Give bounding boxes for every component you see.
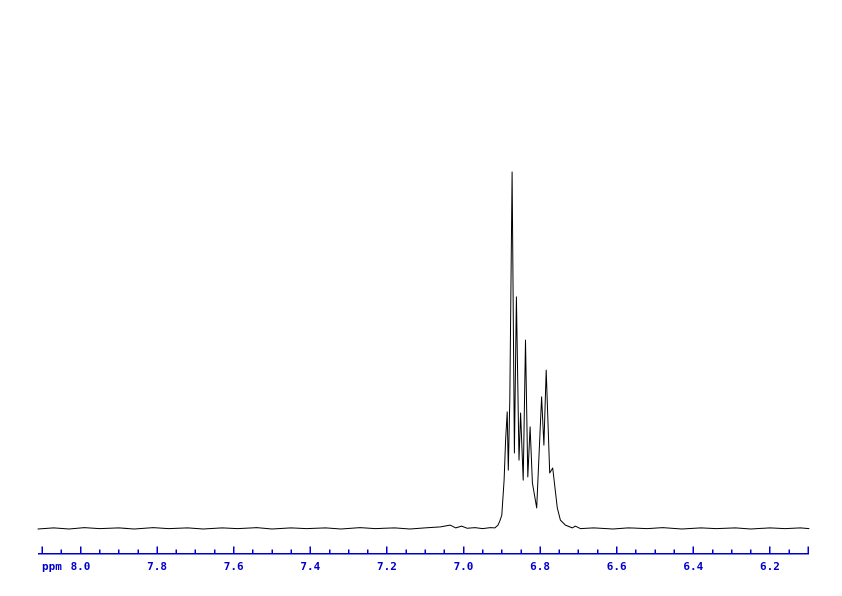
x-axis	[38, 546, 809, 555]
nmr-trace	[37, 171, 810, 530]
x-axis-ticks	[41, 546, 809, 554]
x-axis-labels: 8.0 7.8 7.6 7.4 7.2 7.0 6.8 6.6 6.4 6.2	[71, 560, 780, 573]
x-axis-tick-label: 7.2	[377, 560, 397, 573]
x-axis-tick-label: 7.0	[454, 560, 474, 573]
x-axis-tick-label: 6.4	[683, 560, 703, 573]
x-axis-tick-label: 7.6	[224, 560, 244, 573]
x-axis-tick-label: 7.8	[147, 560, 167, 573]
x-axis-tick-label: 6.6	[607, 560, 627, 573]
x-axis-tick-label: 6.8	[530, 560, 550, 573]
x-axis-tick-label: 8.0	[71, 560, 91, 573]
x-axis-tick-label: 7.4	[300, 560, 320, 573]
x-axis-tick-label: 6.2	[760, 560, 780, 573]
x-axis-unit-label: ppm	[42, 560, 62, 573]
